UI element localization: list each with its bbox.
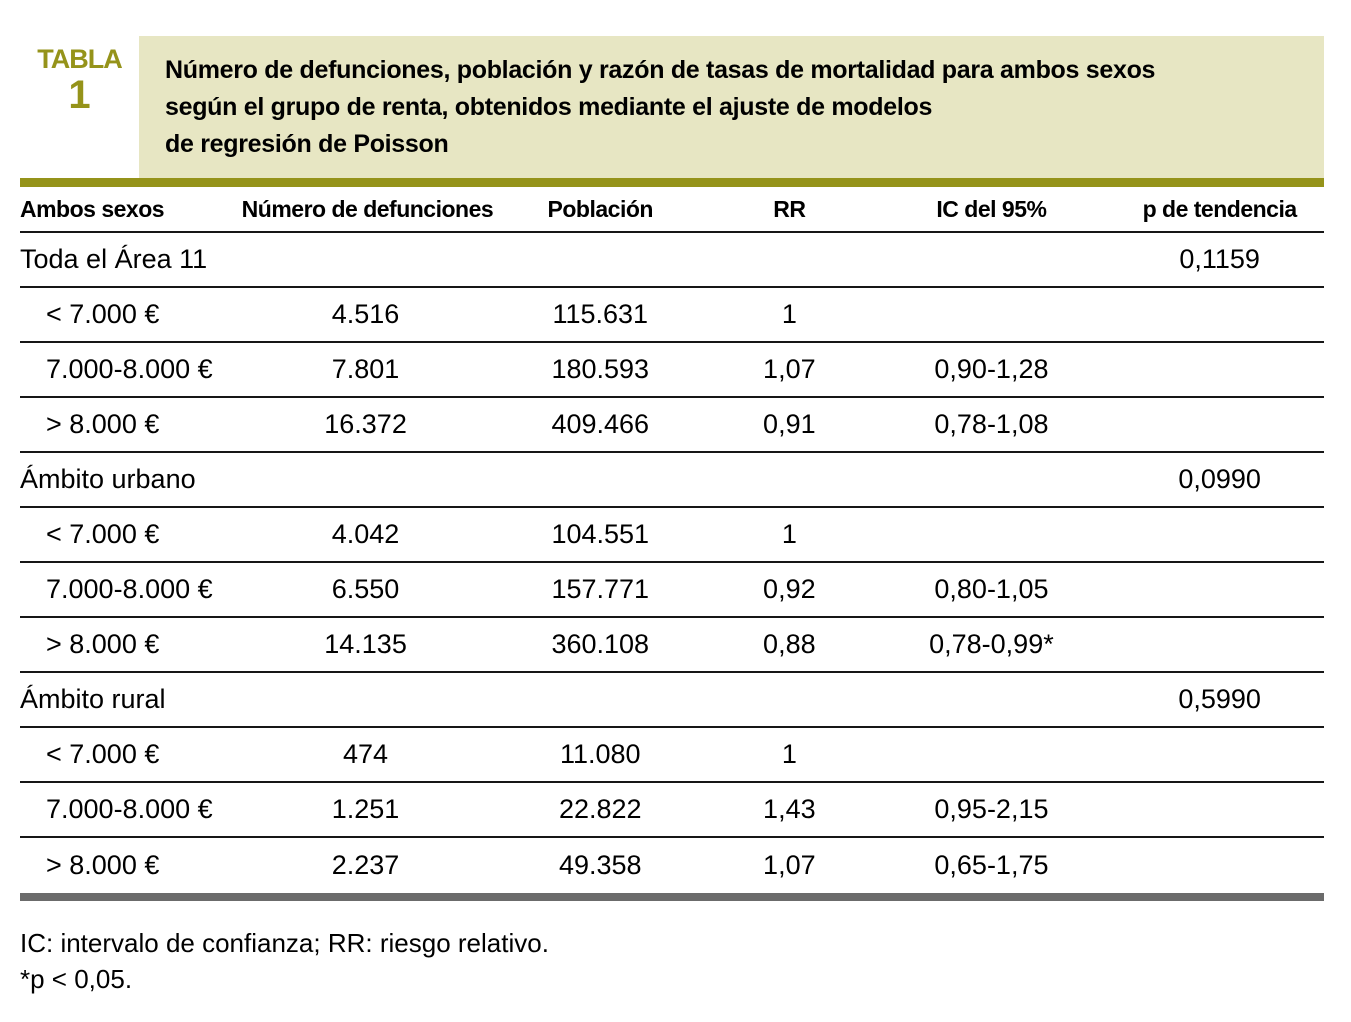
row-label: Ámbito rural [20,684,166,714]
row-label: > 8.000 € [46,409,160,439]
column-header-poblacion: Población [547,195,654,222]
cell-defunciones: 4.516 [331,299,400,329]
cell-poblacion: 360.108 [551,629,650,659]
cell-ic95: 0,78-1,08 [934,409,1049,439]
table-row: 7.000-8.000 € 6.550 157.771 0,92 0,80-1,05 [20,563,1324,618]
table-group-row: Ámbito urbano 0,0990 [20,453,1324,508]
cell-poblacion: 115.631 [552,299,649,329]
cell-ic95: 0,90-1,28 [934,354,1049,384]
table-row: < 7.000 € 4.516 115.631 1 [20,288,1324,343]
column-header-rr: RR [773,195,806,222]
cell-p-tendencia: 0,0990 [1178,464,1261,494]
cell-rr: 1,07 [763,850,816,880]
row-label: Toda el Área 11 [20,244,208,274]
row-label: > 8.000 € [46,629,160,659]
cell-defunciones: 1.251 [331,794,400,824]
row-label: 7.000-8.000 € [46,574,213,604]
cell-p-tendencia: 0,5990 [1178,684,1261,714]
row-label: < 7.000 € [46,739,160,769]
cell-defunciones: 14.135 [324,629,407,659]
table-body: Toda el Área 11 0,1159 < 7.000 € 4.516 115.6… [20,233,1324,893]
table-row: < 7.000 € 4.042 104.551 1 [20,508,1324,563]
cell-poblacion: 157.771 [551,574,650,604]
cell-rr: 0,88 [763,629,816,659]
cell-rr: 0,91 [763,409,816,439]
table-group-row: Ámbito rural 0,5990 [20,673,1324,728]
cell-defunciones: 474 [343,739,389,769]
cell-rr: 1 [781,519,797,549]
cell-ic95: 0,95-2,15 [934,794,1049,824]
table-title-line-3: de regresión de Poisson [165,130,449,158]
table-row: < 7.000 € 474 11.080 1 [20,728,1324,783]
row-label: 7.000-8.000 € [46,354,213,384]
column-header-ambos-sexos: Ambos sexos [20,195,165,222]
cell-rr: 1,07 [763,354,816,384]
table-row: 7.000-8.000 € 7.801 180.593 1,07 0,90-1,28 [20,343,1324,398]
bottom-rule [20,893,1324,901]
cell-defunciones: 6.550 [331,574,400,604]
footnotes: IC: intervalo de confianza; RR: riesgo r… [20,925,1324,997]
row-label: < 7.000 € [46,519,160,549]
cell-ic95: 0,80-1,05 [934,574,1049,604]
table-row: > 8.000 € 14.135 360.108 0,88 0,78-0,99* [20,618,1324,673]
cell-defunciones: 2.237 [331,850,400,880]
column-header-p-tendencia: p de tendencia [1142,195,1298,222]
cell-poblacion: 49.358 [558,850,642,880]
table-label-block: TABLA 1 [20,36,139,178]
table-title-line-2: según el grupo de renta, obtenidos media… [165,93,933,121]
cell-rr: 1 [781,299,797,329]
cell-p-tendencia: 0,1159 [1179,244,1260,274]
table-label: TABLA [37,44,122,74]
footnote-abbreviations: IC: intervalo de confianza; RR: riesgo r… [20,928,549,958]
table-row: > 8.000 € 16.372 409.466 0,91 0,78-1,08 [20,398,1324,453]
cell-rr: 1 [781,739,797,769]
cell-rr: 1,43 [763,794,816,824]
cell-poblacion: 104.551 [551,519,650,549]
table-row: > 8.000 € 2.237 49.358 1,07 0,65-1,75 [20,838,1324,893]
cell-poblacion: 11.080 [559,739,641,769]
table-group-row: Toda el Área 11 0,1159 [20,233,1324,288]
table-row: 7.000-8.000 € 1.251 22.822 1,43 0,95-2,15 [20,783,1324,838]
row-label: < 7.000 € [46,299,160,329]
cell-ic95: 0,65-1,75 [934,850,1049,880]
cell-defunciones: 16.372 [324,409,407,439]
footnote-significance: *p < 0,05. [20,964,133,994]
cell-poblacion: 180.593 [551,354,650,384]
figure-header: TABLA 1 Número de defunciones, población… [20,36,1324,178]
table-title-line-1: Número de defunciones, población y razón… [165,56,1156,84]
column-header-ic95: IC del 95% [936,195,1047,222]
table-title: Número de defunciones, población y razón… [139,36,1324,178]
cell-rr: 0,92 [763,574,816,604]
table-figure: TABLA 1 Número de defunciones, población… [20,36,1324,997]
table-number: 1 [68,73,91,117]
table-header-row: Ambos sexos Número de defunciones Poblac… [20,187,1324,233]
row-label: Ámbito urbano [20,464,196,494]
cell-ic95: 0,78-0,99* [929,629,1054,659]
row-label: 7.000-8.000 € [46,794,213,824]
column-header-defunciones: Número de defunciones [241,195,494,222]
cell-defunciones: 7.801 [331,354,400,384]
cell-poblacion: 409.466 [551,409,650,439]
cell-poblacion: 22.822 [558,794,642,824]
cell-defunciones: 4.042 [331,519,400,549]
accent-rule [20,178,1324,187]
row-label: > 8.000 € [46,850,160,880]
